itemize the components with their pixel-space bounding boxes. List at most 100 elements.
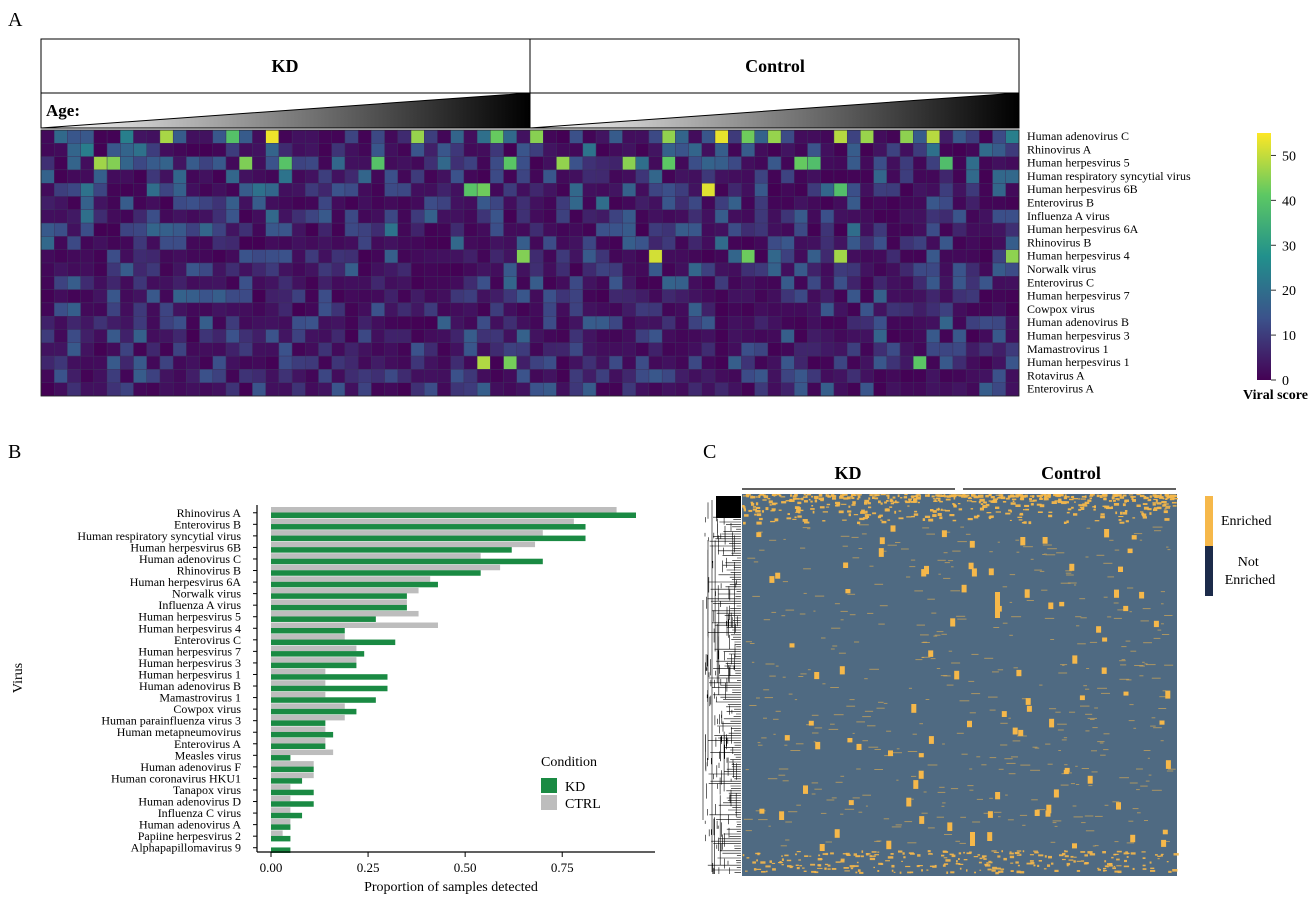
heatmap-cell	[661, 209, 676, 224]
enriched-cell	[851, 536, 859, 538]
heatmap-cell	[979, 316, 993, 330]
heatmap-cell	[595, 369, 610, 383]
enriched-cell	[934, 864, 937, 867]
enriched-cell	[806, 724, 812, 726]
enriched-cell	[810, 500, 813, 503]
y-tick-label: Human adenovirus A	[139, 818, 241, 832]
heatmap-cell	[357, 276, 372, 290]
heatmap-cell	[965, 302, 980, 317]
enriched-cell	[989, 515, 994, 518]
heatmap-cell	[450, 262, 465, 277]
enriched-cell	[1136, 494, 1141, 496]
heatmap-cell	[688, 209, 703, 224]
heatmap-cell	[1005, 302, 1020, 317]
heatmap-cell	[979, 302, 993, 317]
heatmap-cell	[1005, 236, 1020, 250]
heatmap-cell	[714, 355, 729, 370]
heatmap-cell	[225, 156, 240, 171]
enriched-cell	[825, 506, 830, 508]
heatmap-cell	[675, 169, 689, 184]
heatmap-cell	[212, 169, 227, 184]
heatmap-cell	[926, 355, 940, 370]
heatmap-cell	[807, 382, 821, 397]
enriched-cell	[1083, 685, 1087, 687]
heatmap-cell	[120, 249, 134, 264]
heatmap-cell	[780, 249, 795, 264]
enriched-cell	[1117, 498, 1120, 501]
heatmap-cell	[305, 355, 319, 370]
enriched-cell	[973, 515, 979, 519]
enriched-cell	[802, 867, 805, 869]
enriched-cell	[778, 774, 786, 776]
heatmap-cell	[965, 355, 980, 370]
enriched-cell	[1151, 717, 1156, 719]
enriched-cell	[912, 733, 917, 735]
enriched-cell	[775, 572, 781, 579]
heatmap-cell	[93, 382, 108, 397]
enriched-cell	[956, 615, 966, 617]
heatmap-cell	[543, 143, 557, 157]
enriched-cell	[787, 865, 792, 868]
heatmap-cell	[913, 156, 927, 171]
enriched-cell	[840, 610, 848, 612]
heatmap-cell	[767, 276, 782, 290]
heatmap-cell	[40, 369, 55, 383]
heatmap-cell	[186, 129, 200, 144]
heatmap-cell	[159, 262, 174, 277]
heatmap-cell	[582, 222, 597, 237]
heatmap-cell	[767, 249, 782, 264]
heatmap-row-label: Mamastrovirus 1	[1027, 342, 1109, 356]
heatmap-cell	[80, 262, 95, 277]
enriched-cell	[925, 494, 930, 497]
heatmap-cell	[860, 355, 874, 370]
heatmap-cell	[54, 276, 68, 290]
heatmap-cell	[754, 369, 769, 383]
enriched-cell	[818, 497, 824, 500]
heatmap-cell	[529, 169, 544, 184]
enriched-cell	[1089, 495, 1094, 497]
heatmap-cell	[767, 222, 782, 237]
enriched-cell	[1139, 675, 1144, 677]
heatmap-cell	[741, 276, 755, 290]
heatmap-cell	[873, 222, 888, 237]
heatmap-cell	[397, 169, 412, 184]
enriched-cell	[886, 840, 892, 850]
heatmap-cell	[291, 209, 306, 224]
heatmap-cell	[807, 276, 821, 290]
enriched-cell	[1085, 688, 1090, 690]
heatmap-cell	[172, 289, 187, 304]
heatmap-cell	[476, 196, 491, 211]
enriched-cell	[979, 507, 984, 511]
enriched-cell	[1095, 815, 1103, 817]
heatmap-cell	[741, 262, 755, 277]
heatmap-cell	[424, 182, 438, 197]
enriched-cell	[1109, 539, 1114, 541]
enriched-cell	[803, 592, 807, 594]
heatmap-cell	[728, 129, 742, 144]
enriched-cell	[1142, 868, 1147, 870]
enriched-cell	[768, 825, 771, 827]
heatmap-cell	[873, 316, 888, 330]
enriched-cell	[880, 502, 883, 505]
enriched-cell	[950, 871, 955, 874]
heatmap-cell	[860, 196, 874, 211]
heatmap-cell	[661, 329, 676, 344]
enriched-cell	[1009, 519, 1012, 521]
enriched-cell	[867, 725, 876, 727]
heatmap-cell	[371, 302, 385, 317]
heatmap-cell	[212, 249, 227, 264]
enriched-cell	[876, 707, 885, 709]
heatmap-cell	[635, 369, 650, 383]
enriched-cell	[952, 519, 957, 522]
enriched-cell	[856, 498, 860, 500]
heatmap-cell	[199, 302, 214, 317]
enriched-cell	[802, 527, 811, 529]
heatmap-cell	[714, 276, 729, 290]
heatmap-cell	[172, 169, 187, 184]
heatmap-row-label: Norwalk virus	[1027, 262, 1096, 276]
enriched-cell	[825, 494, 828, 497]
heatmap-cell	[318, 182, 332, 197]
heatmap-cell	[384, 169, 399, 184]
heatmap-cell	[688, 143, 703, 157]
heatmap-cell	[291, 302, 306, 317]
